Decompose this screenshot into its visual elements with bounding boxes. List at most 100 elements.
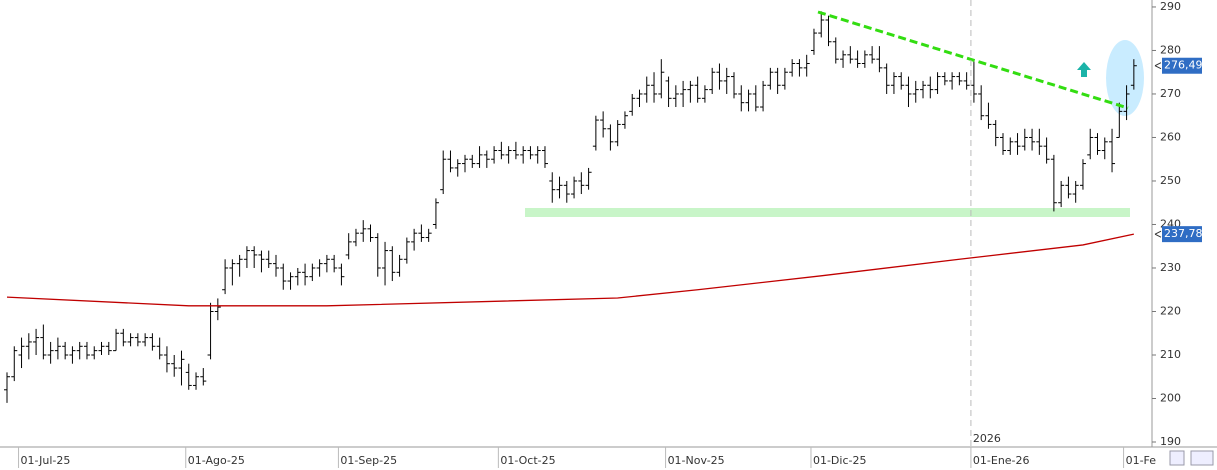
ohlc-bar [534, 146, 541, 164]
ohlc-bar [338, 263, 345, 286]
ohlc-bar [709, 67, 716, 94]
ohlc-bar [11, 346, 18, 382]
ohlc-bar [265, 250, 272, 268]
ohlc-bar [1109, 128, 1116, 173]
ohlc-bar [999, 133, 1006, 155]
ohlc-bar [142, 333, 149, 347]
ohlc-bar [411, 228, 418, 251]
ohlc-bar [1116, 102, 1123, 138]
marks [4, 11, 1137, 403]
ohlc-bar [200, 368, 207, 386]
ohlc-bar [985, 102, 992, 129]
y-tick-label: 280 [1160, 43, 1181, 56]
ohlc-bar [905, 76, 912, 108]
ohlc-bar [280, 263, 287, 290]
ohlc-bar [403, 237, 410, 264]
ohlc-bar [789, 59, 796, 77]
ohlc-bar [258, 250, 265, 273]
price-axis [1152, 0, 1217, 447]
ohlc-bar [98, 341, 105, 355]
ohlc-bar [745, 89, 752, 112]
ohlc-bar [236, 254, 243, 277]
ohlc-bar [556, 176, 563, 199]
ohlc-bar [62, 341, 69, 360]
last-price-pointer [1154, 62, 1162, 70]
ohlc-bar [331, 254, 338, 273]
ohlc-bar [687, 80, 694, 103]
ohlc-bar [956, 72, 963, 86]
ohlc-bar [1123, 85, 1130, 121]
ohlc-bar [454, 159, 461, 177]
x-tick-label: 01-Dic-25 [813, 454, 867, 467]
x-tick-label: 01-Ene-26 [973, 454, 1030, 467]
x-tick-label: 01-Sep-25 [340, 454, 397, 467]
ohlc-bar [127, 333, 134, 347]
ohlc-bar [614, 120, 621, 147]
ohlc-bar [294, 267, 301, 286]
ohlc-bar [949, 72, 956, 90]
ohlc-bar [694, 76, 701, 103]
ohlc-bar [767, 67, 774, 90]
ohlc-bar [498, 141, 505, 160]
ohlc-bar [527, 146, 534, 160]
ohlc-bar [629, 93, 636, 116]
ohlc-bar [1087, 128, 1094, 160]
ohlc-bar [25, 333, 32, 360]
ohlc-bar [876, 46, 883, 73]
ohlc-bar [752, 85, 759, 112]
x-tick-label: 01-Nov-25 [668, 454, 725, 467]
ohlc-bar [665, 76, 672, 108]
ohlc-bar [483, 150, 490, 168]
ohlc-bar [374, 233, 381, 277]
ohlc-bar [4, 372, 10, 403]
ohlc-bar [861, 50, 868, 68]
ohlc-bar [367, 224, 374, 242]
ohlc-bar [571, 176, 578, 199]
ohlc-bar [1050, 154, 1057, 212]
ma-price-label: 237,78 [1164, 227, 1203, 240]
ohlc-bar [1007, 137, 1014, 155]
ohlc-bar [672, 85, 679, 108]
x-tick-label: 01-Fe [1126, 454, 1157, 467]
ohlc-bar [134, 333, 141, 347]
ohlc-bar [869, 46, 876, 64]
ohlc-bar [716, 63, 723, 90]
ma-price-pointer [1154, 230, 1162, 238]
ohlc-bar [309, 263, 316, 282]
ohlc-bar [941, 72, 948, 86]
ohlc-bar [469, 154, 476, 168]
ohlc-bar [927, 76, 934, 99]
ohlc-bar [658, 59, 665, 99]
ohlc-bar [83, 341, 90, 360]
ohlc-bar [462, 154, 469, 173]
ohlc-bar [1079, 159, 1086, 190]
moving-average [6, 233, 1134, 307]
ohlc-bar [701, 85, 708, 103]
ohlc-bar [847, 46, 854, 64]
ohlc-bar [251, 246, 258, 268]
ohlc-bar [360, 220, 367, 242]
ohlc-bar [1036, 128, 1043, 155]
ohlc-bar [738, 85, 745, 112]
y-tick-label: 250 [1160, 174, 1181, 187]
ohlc-bar [440, 150, 447, 195]
y-tick-label: 210 [1160, 348, 1181, 361]
ohlc-bar [54, 337, 61, 360]
ohlc-bar [316, 259, 323, 277]
ohlc-bar [113, 328, 120, 352]
ohlc-bar [1043, 137, 1050, 164]
ohlc-bar [883, 63, 890, 94]
x-tick-label: 01-Ago-25 [188, 454, 245, 467]
ohlc-bar [774, 67, 781, 94]
ohlc-bar [302, 263, 309, 286]
save-button[interactable] [1190, 450, 1214, 466]
ohlc-bar [91, 346, 98, 360]
ohlc-bar [243, 246, 250, 268]
ohlc-bar [149, 333, 156, 351]
year-label: 2026 [973, 432, 1001, 445]
ohlc-bar [40, 324, 47, 360]
ohlc-bar [287, 272, 294, 290]
zoom-button[interactable] [1169, 450, 1185, 466]
last-price-label: 276,49 [1164, 59, 1203, 72]
